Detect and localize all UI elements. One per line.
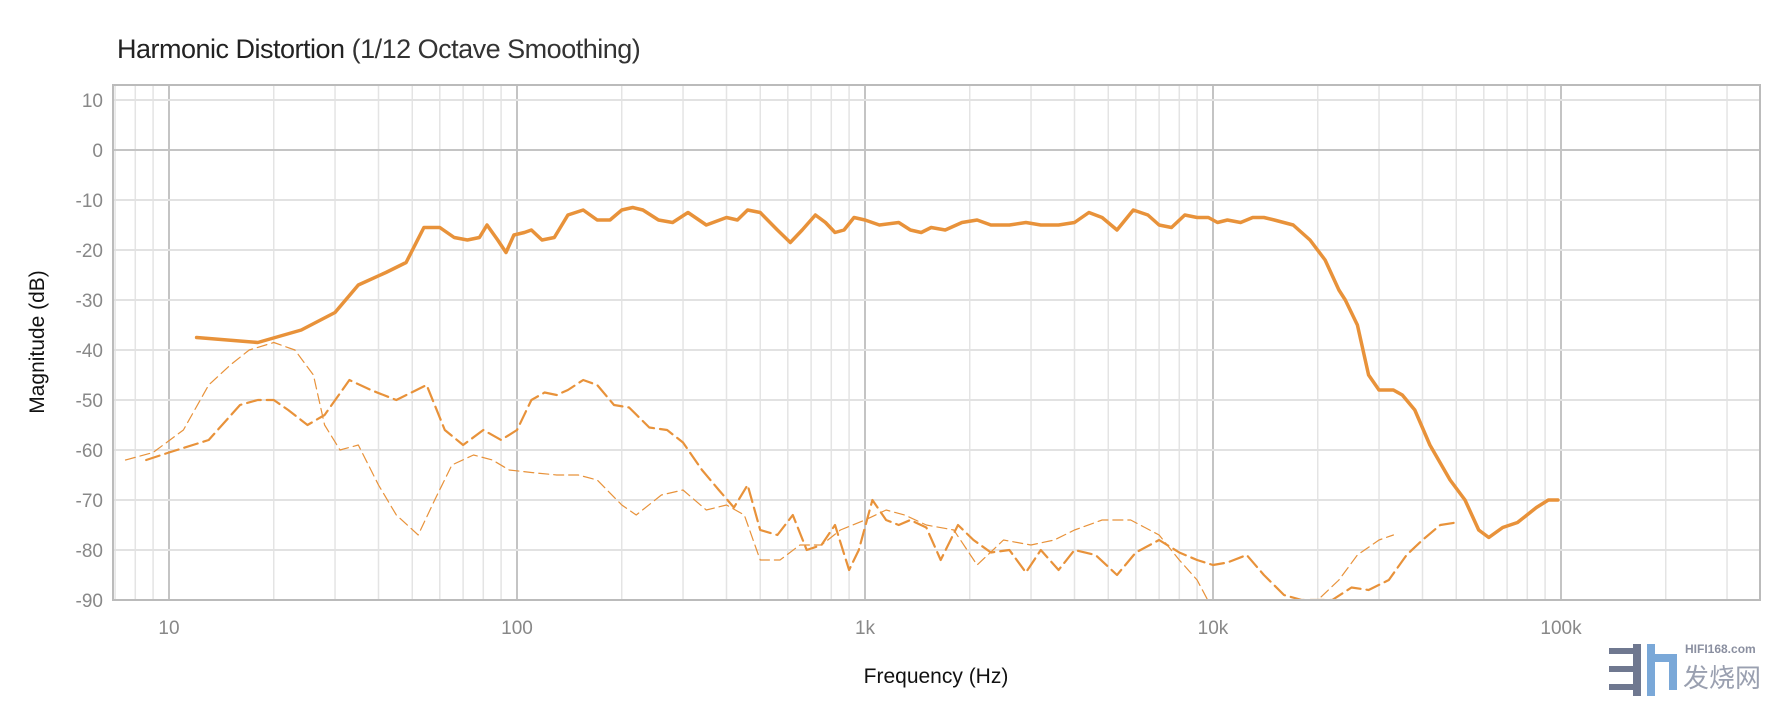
watermark-text-domain: HIFI168.com [1685, 642, 1756, 656]
chart-title: Harmonic Distortion (1/12 Octave Smoothi… [117, 34, 641, 65]
watermark-text-name: 发烧网 [1683, 663, 1762, 693]
y-tick-label: -50 [76, 391, 103, 412]
y-tick-label: -20 [76, 241, 103, 262]
series-lines [124, 205, 1560, 600]
x-tick-label: 10k [1198, 618, 1229, 639]
series-line-total [194, 205, 1560, 540]
watermark-icon [1609, 644, 1677, 696]
x-tick-label: 100k [1540, 618, 1582, 639]
y-tick-label: -30 [76, 291, 103, 312]
plot-frame [112, 84, 1761, 601]
y-tick-label: -40 [76, 341, 103, 362]
x-tick-label: 1k [855, 618, 876, 639]
x-tick-label: 100 [501, 618, 533, 639]
y-tick-label: -90 [76, 591, 103, 612]
y-axis-label: Magnitude (dB) [26, 270, 49, 414]
y-tick-label: -10 [76, 191, 103, 212]
series-line-3rd-harmonic [124, 341, 1394, 600]
y-tick-label: -70 [76, 491, 103, 512]
y-tick-label: -60 [76, 441, 103, 462]
y-tick-label: 10 [82, 91, 103, 112]
watermark-logo: HIFI168.com 发烧网 [1605, 640, 1775, 700]
chart-title-main: Harmonic Distortion [117, 34, 345, 64]
y-tick-label: 0 [92, 141, 103, 162]
x-axis-label: Frequency (Hz) [864, 665, 1009, 688]
x-tick-label: 10 [158, 618, 179, 639]
chart-subtitle: (1/12 Octave Smoothing) [351, 34, 641, 64]
series-line-2nd-harmonic [145, 378, 1458, 600]
y-tick-label: -80 [76, 541, 103, 562]
